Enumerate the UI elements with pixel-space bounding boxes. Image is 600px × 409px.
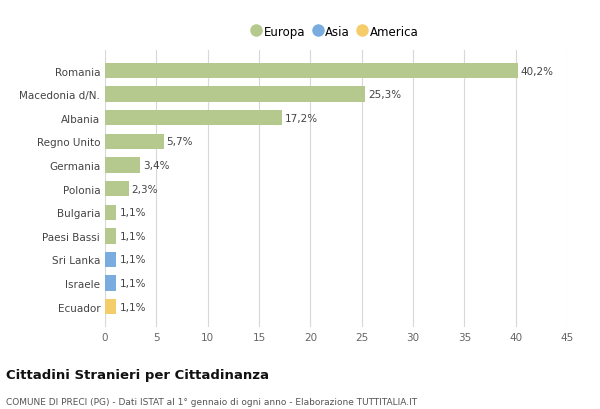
Bar bbox=[105, 205, 116, 220]
Bar bbox=[105, 276, 116, 291]
Text: 5,7%: 5,7% bbox=[167, 137, 193, 147]
Bar bbox=[105, 182, 128, 197]
Bar bbox=[105, 64, 518, 79]
Text: COMUNE DI PRECI (PG) - Dati ISTAT al 1° gennaio di ogni anno - Elaborazione TUTT: COMUNE DI PRECI (PG) - Dati ISTAT al 1° … bbox=[6, 397, 417, 406]
Text: 40,2%: 40,2% bbox=[521, 66, 554, 76]
Text: 1,1%: 1,1% bbox=[119, 208, 146, 218]
Text: 17,2%: 17,2% bbox=[284, 113, 318, 124]
Text: 1,1%: 1,1% bbox=[119, 231, 146, 241]
Text: 1,1%: 1,1% bbox=[119, 279, 146, 288]
Bar bbox=[105, 87, 365, 103]
Bar bbox=[105, 158, 140, 173]
Text: 3,4%: 3,4% bbox=[143, 161, 169, 171]
Bar bbox=[105, 135, 164, 150]
Bar bbox=[105, 229, 116, 244]
Bar bbox=[105, 111, 281, 126]
Legend: Europa, Asia, America: Europa, Asia, America bbox=[248, 21, 424, 43]
Text: 25,3%: 25,3% bbox=[368, 90, 401, 100]
Bar bbox=[105, 299, 116, 315]
Text: Cittadini Stranieri per Cittadinanza: Cittadini Stranieri per Cittadinanza bbox=[6, 368, 269, 381]
Text: 1,1%: 1,1% bbox=[119, 302, 146, 312]
Text: 1,1%: 1,1% bbox=[119, 255, 146, 265]
Bar bbox=[105, 252, 116, 267]
Text: 2,3%: 2,3% bbox=[131, 184, 158, 194]
